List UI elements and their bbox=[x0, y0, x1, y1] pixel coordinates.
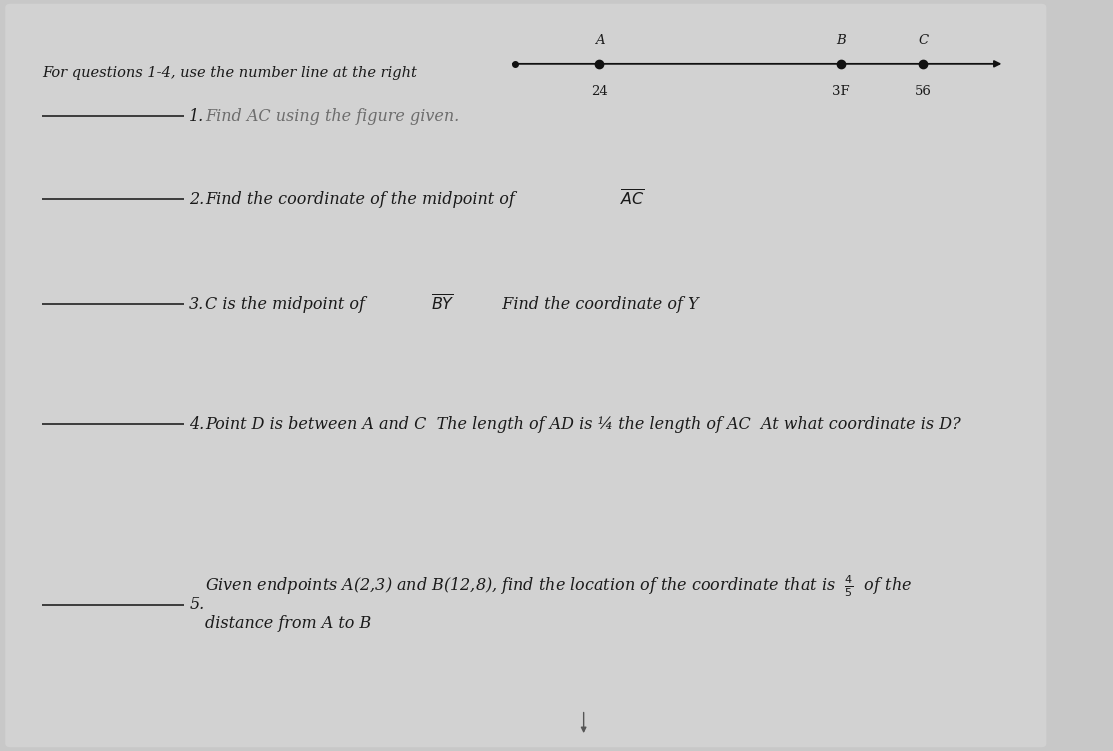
Text: C is the midpoint of: C is the midpoint of bbox=[205, 296, 370, 312]
FancyBboxPatch shape bbox=[6, 4, 1046, 747]
Text: 5.: 5. bbox=[189, 596, 205, 613]
Text: Point D is between A and C  The length of AD is ¼ the length of AC  At what coor: Point D is between A and C The length of… bbox=[205, 416, 961, 433]
Text: For questions 1-4, use the number line at the right: For questions 1-4, use the number line a… bbox=[42, 66, 417, 80]
Text: distance from A to B: distance from A to B bbox=[205, 615, 372, 632]
Text: A: A bbox=[594, 35, 604, 47]
Text: 24: 24 bbox=[591, 85, 608, 98]
Text: C: C bbox=[918, 35, 928, 47]
Text: Find the coordinate of Y: Find the coordinate of Y bbox=[492, 296, 699, 312]
Text: $\overline{AC}$: $\overline{AC}$ bbox=[620, 189, 646, 209]
Text: 4.: 4. bbox=[189, 416, 205, 433]
Text: 3F: 3F bbox=[833, 85, 850, 98]
Text: 3.: 3. bbox=[189, 296, 205, 312]
Text: Given endpoints A(2,3) and B(12,8), find the location of the coordinate that is : Given endpoints A(2,3) and B(12,8), find… bbox=[205, 573, 913, 599]
Text: 1.: 1. bbox=[189, 108, 205, 125]
Text: B: B bbox=[837, 35, 846, 47]
Text: 56: 56 bbox=[915, 85, 932, 98]
Text: Find AC using the figure given.: Find AC using the figure given. bbox=[205, 108, 460, 125]
Text: $\overline{BY}$: $\overline{BY}$ bbox=[431, 294, 455, 314]
Text: 2.: 2. bbox=[189, 191, 205, 207]
Text: Find the coordinate of the midpoint of: Find the coordinate of the midpoint of bbox=[205, 191, 520, 207]
